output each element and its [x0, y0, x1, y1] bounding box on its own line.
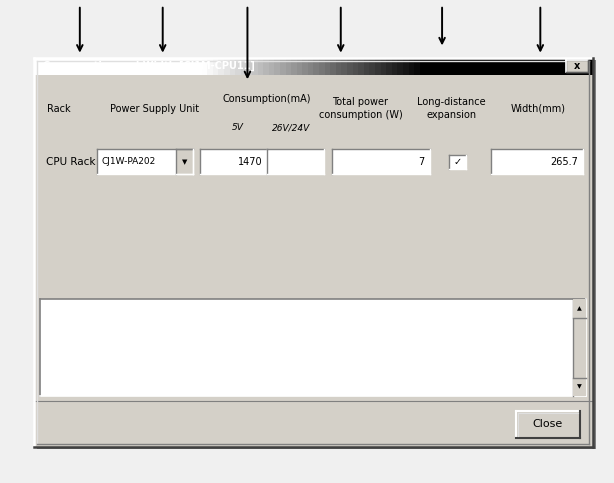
Bar [267, 149, 324, 174]
Text: x: x [573, 61, 580, 71]
Bar [491, 149, 583, 174]
Text: 265.7: 265.7 [551, 157, 578, 167]
Text: Rack: Rack [47, 104, 70, 114]
Text: ▼: ▼ [182, 159, 187, 165]
Text: Power Supply Unit: Power Supply Unit [110, 104, 200, 114]
Text: 5V: 5V [232, 124, 244, 132]
Text: ▲: ▲ [577, 306, 582, 311]
Text: 26V/24V: 26V/24V [272, 124, 310, 132]
Bar [573, 299, 586, 318]
Text: ✓: ✓ [453, 157, 462, 167]
Text: 7: 7 [419, 157, 425, 167]
Text: Consumption and Width [CJ1M-CPU11]: Consumption and Width [CJ1M-CPU11] [43, 60, 255, 71]
Bar [34, 58, 593, 447]
Bar [34, 58, 593, 75]
Text: CPU Rack: CPU Rack [46, 157, 96, 167]
Bar [37, 60, 596, 449]
Text: Width(mm): Width(mm) [510, 104, 565, 114]
Text: Close: Close [533, 419, 563, 429]
Text: 1470: 1470 [238, 157, 262, 167]
Bar [200, 149, 267, 174]
Bar [449, 155, 466, 169]
Bar [516, 411, 580, 438]
Bar [176, 149, 193, 174]
Text: CJ1W-PA202: CJ1W-PA202 [102, 157, 156, 166]
Bar [332, 149, 430, 174]
Bar [40, 299, 586, 396]
Bar [97, 149, 193, 174]
Bar [573, 378, 586, 396]
Bar [566, 60, 588, 72]
Text: ▼: ▼ [577, 384, 582, 389]
Text: Consumption(mA): Consumption(mA) [223, 94, 311, 104]
Text: Long-distance
expansion: Long-distance expansion [417, 98, 486, 120]
Text: Total power
consumption (W): Total power consumption (W) [319, 98, 402, 120]
Bar [573, 299, 586, 396]
